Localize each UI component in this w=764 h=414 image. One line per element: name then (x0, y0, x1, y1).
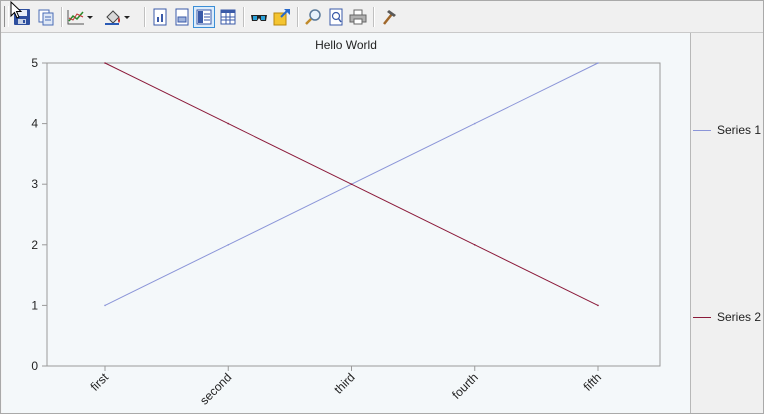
view-table-button[interactable] (217, 6, 239, 28)
y-tick-label: 1 (31, 298, 38, 312)
y-tick-label: 3 (31, 177, 38, 191)
plot-area (46, 62, 661, 367)
toolbar-separator (144, 7, 146, 27)
view-chart-icon (153, 8, 167, 26)
toolbar (1, 1, 763, 33)
series-2-point (227, 122, 230, 125)
toolbar-separator (61, 7, 63, 27)
copy-button[interactable] (35, 6, 57, 28)
legend-label: Series 2 (717, 310, 762, 324)
legend: Series 1 Series 2 (691, 33, 763, 413)
x-tick-label: third (331, 370, 357, 396)
legend-item-series-2: Series 2 (693, 309, 761, 325)
chevron-down-icon (124, 16, 130, 19)
y-tick-label: 4 (31, 117, 38, 131)
line-chart: 0 1 2 3 4 5 first second third fourth fifth (31, 56, 661, 407)
y-tick-label: 5 (31, 56, 38, 70)
fill-color-button[interactable] (103, 6, 137, 28)
series-1-point (473, 122, 476, 125)
series-2-point (350, 183, 353, 185)
zoom-icon (305, 9, 321, 25)
x-tick-label: second (197, 370, 234, 407)
view-table-icon (220, 9, 236, 25)
view-chart-button[interactable] (149, 6, 171, 28)
copy-icon (38, 9, 54, 26)
print-preview-icon (329, 8, 343, 26)
x-tick-label: first (88, 370, 112, 394)
toolbar-separator (243, 7, 245, 27)
3d-view-button[interactable] (248, 6, 270, 28)
mouse-cursor-icon (10, 1, 23, 19)
chart-type-icon (67, 10, 84, 25)
toolbar-separator (297, 7, 299, 27)
view-data-button[interactable] (171, 6, 193, 28)
series-1-point (227, 244, 230, 246)
series-2-point (597, 304, 599, 307)
x-tick-label: fourth (449, 370, 481, 402)
view-data-icon (175, 8, 189, 26)
legend-swatch (693, 316, 711, 318)
print-preview-button[interactable] (325, 6, 347, 28)
export-icon (273, 9, 290, 26)
zoom-button[interactable] (302, 6, 324, 28)
x-tick-label: fifth (581, 370, 605, 394)
3d-glasses-icon (251, 15, 267, 21)
view-split-icon (196, 9, 212, 25)
properties-button[interactable] (378, 6, 400, 28)
series-2-point (104, 62, 106, 64)
properties-hammer-icon (383, 10, 396, 25)
y-tick-label: 2 (31, 238, 38, 252)
toolbar-separator (373, 7, 375, 27)
chart-area: Hello World 0 1 2 3 4 5 first second third fourth… (2, 33, 691, 413)
fill-color-icon (105, 10, 120, 25)
save-icon (14, 9, 30, 25)
chart-title: Hello World (315, 38, 377, 52)
legend-swatch (693, 129, 711, 131)
chart-type-button[interactable] (66, 6, 100, 28)
print-icon (349, 9, 367, 25)
y-tick-label: 0 (31, 359, 38, 373)
series-1-point (597, 62, 599, 64)
chevron-down-icon (87, 16, 93, 19)
toolbar-grip[interactable] (4, 6, 9, 27)
legend-item-series-1: Series 1 (693, 122, 761, 138)
series-1-point (104, 304, 106, 307)
save-button[interactable] (11, 6, 33, 28)
series-2-point (473, 244, 476, 246)
view-split-button[interactable] (193, 6, 215, 28)
legend-label: Series 1 (717, 123, 762, 137)
print-button[interactable] (347, 6, 369, 28)
export-button[interactable] (271, 6, 293, 28)
